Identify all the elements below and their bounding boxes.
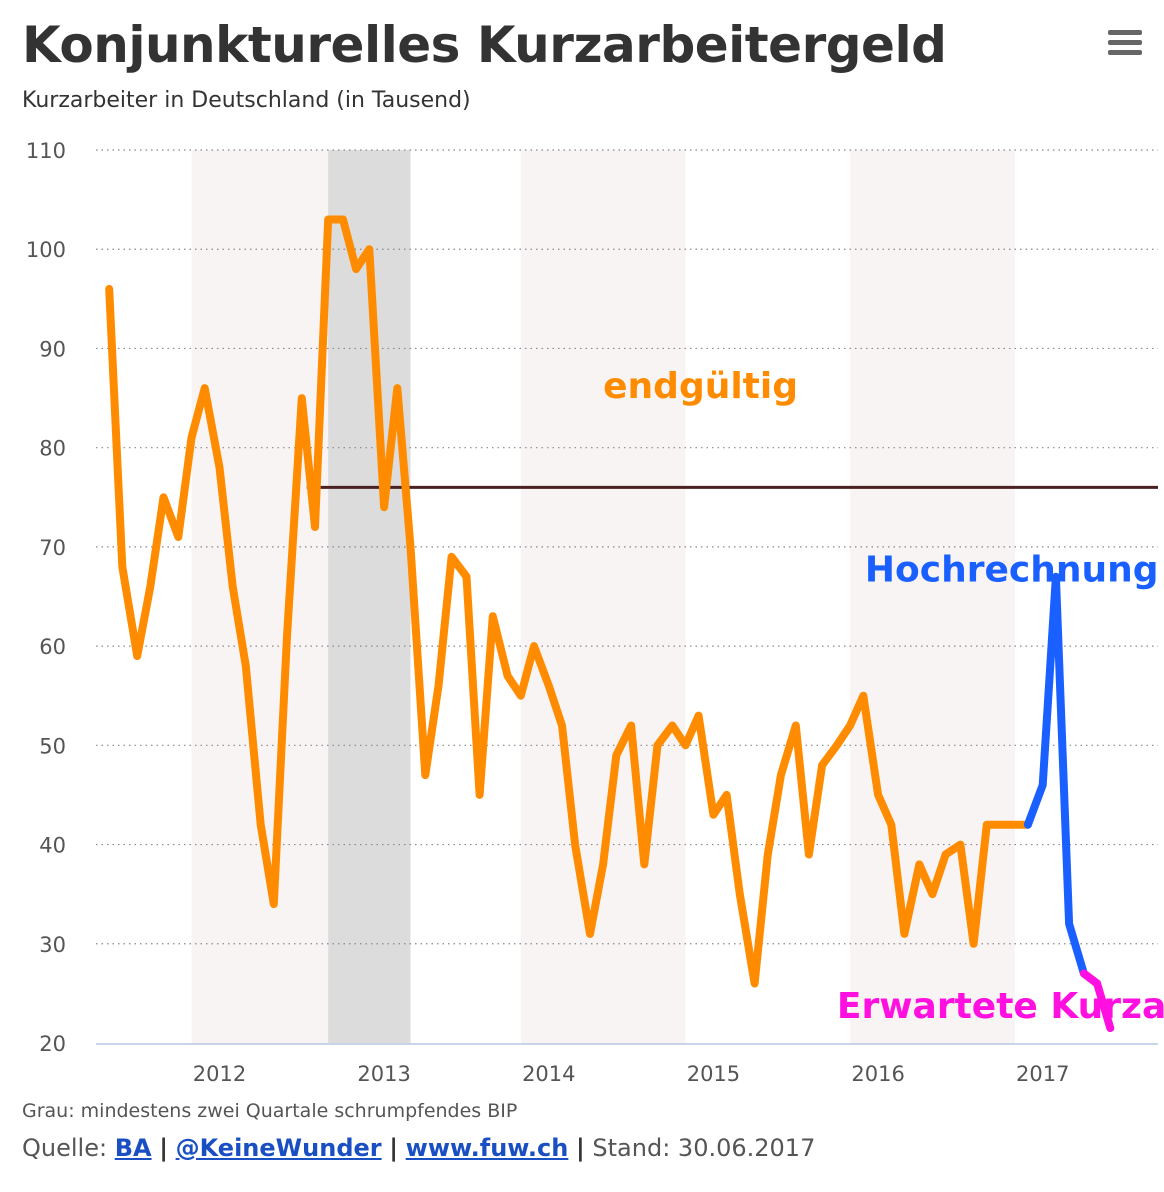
y-tick-label: 90 <box>39 337 66 361</box>
x-tick-label: 2014 <box>522 1062 575 1086</box>
year-band <box>191 150 329 1043</box>
footnote: Grau: mindestens zwei Quartale schrumpfe… <box>22 1100 518 1122</box>
x-tick-label: 2016 <box>851 1062 904 1086</box>
year-band <box>520 150 686 1043</box>
source-label: Quelle: <box>22 1134 108 1162</box>
y-tick-label: 110 <box>26 139 66 163</box>
annotation-label: endgültig <box>603 366 798 407</box>
y-tick-label: 30 <box>39 933 66 957</box>
separator: | <box>159 1134 168 1162</box>
source-link-fuw[interactable]: www.fuw.ch <box>405 1134 569 1162</box>
gridlines <box>96 149 1158 1045</box>
separator: | <box>389 1134 399 1162</box>
chart-title: Konjunkturelles Kurzarbeitergeld <box>22 16 947 74</box>
source-link-ba[interactable]: BA <box>114 1134 152 1162</box>
series-line-erwartet <box>1079 969 1115 1033</box>
x-tick-label: 2017 <box>1016 1062 1069 1086</box>
x-axis: 2012 2013 2014 2015 2016 2017 <box>193 1062 1070 1086</box>
menu-bar <box>1108 40 1142 45</box>
annotation-label: Erwartete Kurzarbeit <box>837 986 1164 1027</box>
background-bands <box>191 150 1015 1043</box>
y-tick-label: 20 <box>39 1032 66 1056</box>
series-line-hochrechnung <box>1023 572 1088 978</box>
hamburger-menu-icon[interactable] <box>1108 30 1142 60</box>
menu-bar <box>1108 50 1142 55</box>
x-tick-label: 2013 <box>357 1062 410 1086</box>
series-line-endgueltig <box>105 215 1032 988</box>
menu-bar <box>1108 30 1142 35</box>
year-band <box>850 150 1015 1043</box>
x-tick-label: 2015 <box>687 1062 740 1086</box>
y-tick-label: 80 <box>39 437 66 461</box>
source-link-keinewunder[interactable]: @KeineWunder <box>175 1134 382 1162</box>
y-tick-label: 40 <box>39 834 66 858</box>
separator: | <box>576 1134 585 1162</box>
y-tick-label: 60 <box>39 635 66 659</box>
y-axis: 20 30 40 50 60 70 80 90 100 110 <box>26 139 66 1056</box>
series-lines <box>105 215 1115 1033</box>
y-tick-label: 70 <box>39 536 66 560</box>
y-tick-label: 100 <box>26 238 66 262</box>
chart-subtitle: Kurzarbeiter in Deutschland (in Tausend) <box>22 88 471 113</box>
source-line: Quelle: BA | @KeineWunder | www.fuw.ch |… <box>22 1134 815 1162</box>
x-tick-label: 2012 <box>193 1062 246 1086</box>
y-tick-label: 50 <box>39 734 66 758</box>
annotations: endgültig Hochrechnung Erwartete Kurzarbei… <box>603 366 1164 1027</box>
stand-date: Stand: 30.06.2017 <box>592 1134 816 1162</box>
annotation-label: Hochrechnung <box>865 550 1159 591</box>
